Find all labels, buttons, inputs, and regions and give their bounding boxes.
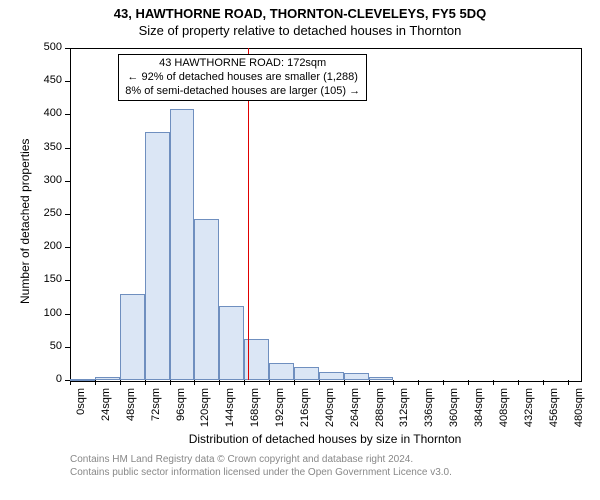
x-tick-label: 48sqm	[125, 388, 137, 438]
histogram-bar	[344, 373, 369, 380]
x-tick	[294, 380, 295, 385]
x-tick-label: 192sqm	[274, 388, 286, 438]
x-tick-label: 264sqm	[349, 388, 361, 438]
y-tick	[65, 247, 70, 248]
y-tick-label: 200	[30, 240, 62, 252]
histogram-bar	[194, 219, 219, 380]
histogram-bar	[294, 367, 319, 380]
x-tick-label: 120sqm	[199, 388, 211, 438]
histogram-bar	[70, 379, 95, 381]
x-tick-label: 456sqm	[548, 388, 560, 438]
x-tick	[244, 380, 245, 385]
y-tick	[65, 148, 70, 149]
x-tick	[269, 380, 270, 385]
y-tick-label: 500	[30, 41, 62, 53]
x-tick	[518, 380, 519, 385]
x-tick-label: 384sqm	[473, 388, 485, 438]
y-tick-label: 50	[30, 340, 62, 352]
annotation-box: 43 HAWTHORNE ROAD: 172sqm ← 92% of detac…	[118, 54, 367, 101]
y-tick-label: 300	[30, 174, 62, 186]
annotation-line1: 43 HAWTHORNE ROAD: 172sqm	[125, 57, 360, 71]
x-tick-label: 72sqm	[150, 388, 162, 438]
x-tick-label: 0sqm	[75, 388, 87, 438]
y-tick	[65, 314, 70, 315]
footer-attribution: Contains HM Land Registry data © Crown c…	[70, 454, 452, 479]
x-tick-label: 24sqm	[100, 388, 112, 438]
y-tick-label: 100	[30, 307, 62, 319]
y-tick	[65, 181, 70, 182]
x-tick	[145, 380, 146, 385]
histogram-bar	[219, 306, 244, 380]
x-tick	[194, 380, 195, 385]
y-tick-label: 400	[30, 107, 62, 119]
x-tick	[493, 380, 494, 385]
y-tick-label: 0	[30, 373, 62, 385]
histogram-bar	[369, 377, 394, 380]
histogram-bar	[145, 132, 170, 380]
x-tick	[369, 380, 370, 385]
x-tick	[170, 380, 171, 385]
footer-line1: Contains HM Land Registry data © Crown c…	[70, 454, 452, 467]
annotation-line3: 8% of semi-detached houses are larger (1…	[125, 85, 360, 99]
x-tick	[418, 380, 419, 385]
x-tick-label: 216sqm	[299, 388, 311, 438]
y-tick-label: 450	[30, 74, 62, 86]
page-subtitle: Size of property relative to detached ho…	[0, 21, 600, 38]
y-tick	[65, 280, 70, 281]
y-tick-label: 150	[30, 273, 62, 285]
histogram-bar	[319, 372, 344, 380]
y-tick	[65, 347, 70, 348]
histogram-bar	[95, 377, 120, 380]
x-tick-label: 432sqm	[523, 388, 535, 438]
x-tick	[344, 380, 345, 385]
annotation-line2: ← 92% of detached houses are smaller (1,…	[125, 71, 360, 85]
x-tick-label: 480sqm	[573, 388, 585, 438]
y-tick	[65, 48, 70, 49]
x-tick	[319, 380, 320, 385]
x-tick	[468, 380, 469, 385]
x-tick-label: 168sqm	[249, 388, 261, 438]
histogram-bar	[170, 109, 195, 380]
x-tick-label: 240sqm	[324, 388, 336, 438]
x-tick-label: 360sqm	[448, 388, 460, 438]
x-tick-label: 312sqm	[398, 388, 410, 438]
x-tick-label: 144sqm	[224, 388, 236, 438]
x-tick	[95, 380, 96, 385]
x-tick-label: 408sqm	[498, 388, 510, 438]
footer-line2: Contains public sector information licen…	[70, 467, 452, 480]
x-tick-label: 96sqm	[175, 388, 187, 438]
x-tick	[568, 380, 569, 385]
x-tick	[443, 380, 444, 385]
x-tick	[219, 380, 220, 385]
page-title: 43, HAWTHORNE ROAD, THORNTON-CLEVELEYS, …	[0, 0, 600, 21]
histogram-bar	[269, 363, 294, 380]
x-tick	[543, 380, 544, 385]
histogram-bar	[120, 294, 145, 380]
x-tick	[120, 380, 121, 385]
y-tick-label: 350	[30, 141, 62, 153]
x-tick-label: 288sqm	[374, 388, 386, 438]
y-tick-label: 250	[30, 207, 62, 219]
y-tick	[65, 214, 70, 215]
x-tick-label: 336sqm	[423, 388, 435, 438]
y-tick	[65, 114, 70, 115]
y-tick	[65, 81, 70, 82]
x-tick	[393, 380, 394, 385]
